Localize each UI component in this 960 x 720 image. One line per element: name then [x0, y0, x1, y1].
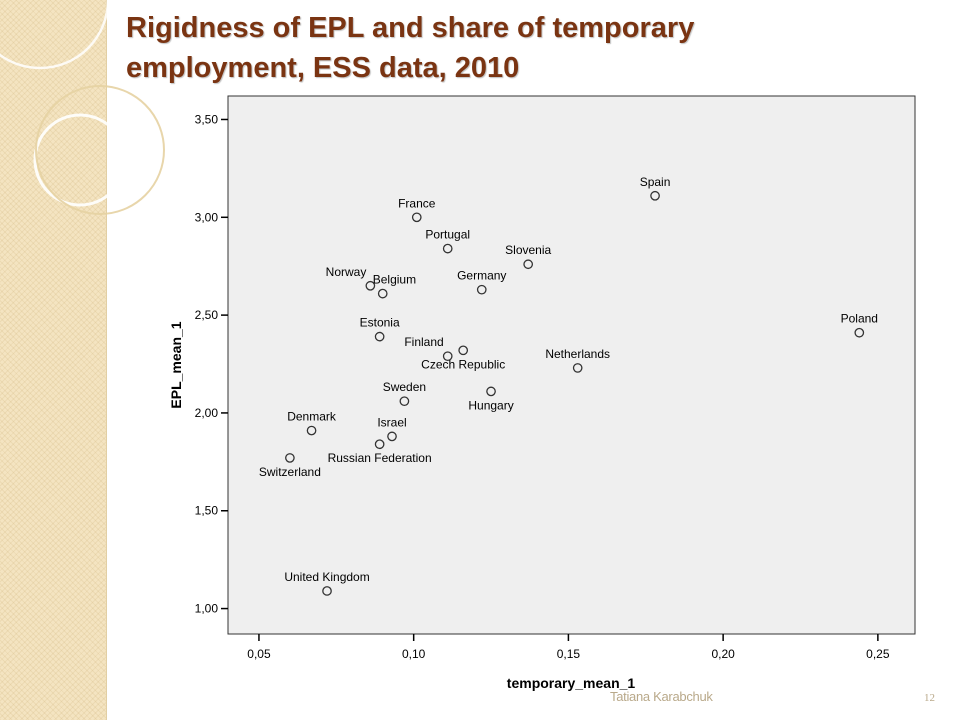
data-point-label: France: [398, 196, 436, 210]
x-axis: 0,05 0,10 0,15 0,20 0,25: [247, 634, 890, 661]
data-point: [306, 425, 317, 436]
data-point: [322, 586, 332, 596]
x-axis-label: temporary_mean_1: [507, 675, 636, 691]
x-tick-label: 0,10: [402, 647, 426, 661]
data-point-label: Finland: [404, 335, 443, 349]
data-point: [650, 190, 660, 201]
y-tick-label: 3,00: [195, 210, 219, 224]
data-point: [285, 453, 295, 463]
data-point: [458, 345, 469, 356]
data-point-label: Netherlands: [545, 347, 610, 361]
y-axis-label: EPL_mean_1: [168, 321, 184, 408]
x-tick-label: 0,15: [557, 647, 581, 661]
decorative-circles: [0, 0, 165, 215]
data-point-label: Portugal: [425, 228, 470, 242]
data-point-label: Poland: [841, 312, 878, 326]
data-point-label: Hungary: [468, 398, 513, 412]
y-tick-label: 3,50: [195, 112, 219, 126]
y-tick-label: 2,50: [195, 308, 219, 322]
decorative-circle-mid: [33, 113, 127, 207]
data-point-label: Russian Federation: [328, 451, 432, 465]
data-point: [374, 331, 385, 342]
data-point-label: Czech Republic: [421, 357, 505, 371]
data-point: [523, 259, 534, 270]
x-tick-label: 0,25: [866, 647, 890, 661]
data-point: [365, 280, 376, 291]
y-tick-label: 1,50: [195, 504, 219, 518]
data-point: [377, 288, 388, 299]
data-point-label: Belgium: [373, 273, 416, 287]
data-point: [486, 386, 496, 397]
data-point-label: Estonia: [360, 316, 400, 330]
data-point-label: Sweden: [383, 380, 426, 394]
decorative-side-band: [0, 0, 107, 720]
x-tick-label: 0,20: [711, 647, 735, 661]
data-point-label: Norway: [326, 265, 367, 279]
data-point: [476, 284, 487, 295]
plot-area: [227, 95, 916, 635]
slide-title-line1: Rigidness of EPL and share of temporary: [126, 12, 695, 44]
data-point: [442, 351, 453, 362]
y-tick-label: 1,00: [195, 602, 219, 616]
data-point: [572, 363, 583, 373]
data-point: [374, 439, 385, 450]
data-point-label: Switzerland: [259, 465, 321, 479]
slide-title-line2: employment, ESS data, 2010: [126, 52, 520, 84]
decorative-circle-outer: [35, 85, 165, 215]
data-point: [387, 431, 397, 442]
x-tick-label: 0,05: [247, 647, 271, 661]
data-point-label: Slovenia: [505, 243, 551, 257]
data-point: [399, 396, 410, 407]
page-number: 12: [924, 692, 935, 704]
data-point-label: Denmark: [287, 410, 337, 424]
data-point-label: Germany: [457, 269, 506, 283]
data-points: Spain France Portugal Slovenia Germany Norway…: [259, 175, 878, 596]
data-point-label: United Kingdom: [284, 570, 369, 584]
y-axis: 1,00 1,50 2,00 2,50 3,00 3,50: [195, 112, 228, 616]
slide-title: Rigidness of EPL and share of temporary …: [126, 8, 906, 88]
data-point: [854, 327, 865, 338]
data-point: [442, 243, 453, 254]
footer-author: Tatiana Karabchuk: [610, 689, 713, 704]
y-tick-label: 2,00: [195, 406, 219, 420]
data-point: [411, 212, 422, 223]
data-point-label: Spain: [640, 175, 671, 189]
decorative-circle-large: [0, 0, 110, 70]
data-point-label: Israel: [377, 415, 406, 429]
